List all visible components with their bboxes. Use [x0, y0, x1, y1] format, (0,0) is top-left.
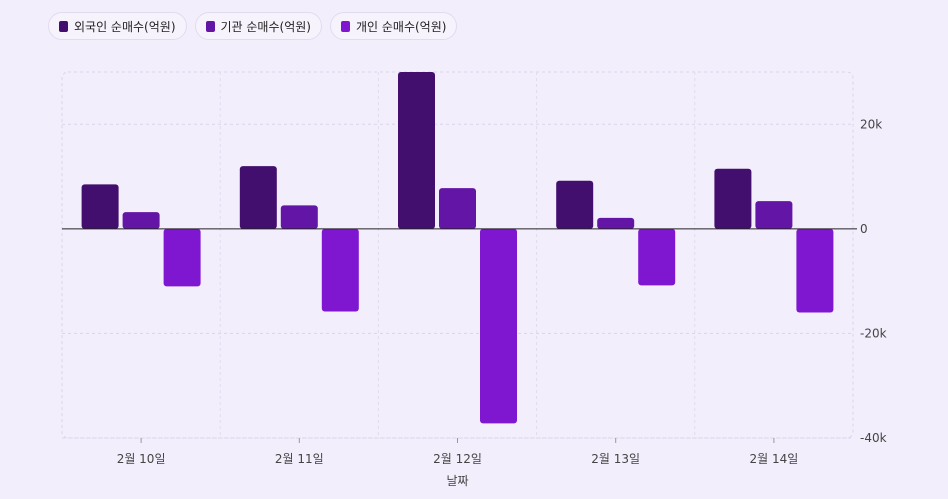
x-tick-label: 2월 14일	[749, 452, 798, 466]
bar[interactable]	[122, 212, 160, 229]
legend-label: 외국인 순매수(억원)	[74, 19, 176, 34]
x-tick-label: 2월 11일	[275, 452, 324, 466]
grid-lines	[61, 71, 854, 439]
bar[interactable]	[796, 228, 834, 313]
x-axis-title: 날짜	[446, 474, 468, 488]
legend-swatch	[59, 20, 68, 32]
bar[interactable]	[398, 72, 435, 229]
bar[interactable]	[597, 217, 635, 229]
y-tick-label: 0	[860, 222, 868, 236]
bar[interactable]	[638, 228, 676, 286]
bar[interactable]	[556, 180, 594, 229]
bar[interactable]	[81, 184, 119, 229]
legend-swatch	[340, 20, 350, 32]
x-tick-label: 2월 13일	[591, 452, 640, 466]
x-tick-label: 2월 10일	[117, 452, 166, 466]
bar[interactable]	[439, 188, 476, 229]
y-tick-label: -20k	[860, 326, 887, 340]
y-tick-label: 20k	[860, 117, 882, 131]
chart-legend: 외국인 순매수(억원) 기관 순매수(억원) 개인 순매수(억원)	[48, 12, 458, 40]
legend-swatch	[205, 20, 215, 32]
bar[interactable]	[163, 228, 201, 287]
y-tick-label: -40k	[860, 431, 887, 445]
bars	[62, 72, 857, 424]
x-tick-label: 2월 12일	[433, 452, 482, 466]
bar[interactable]	[280, 205, 318, 229]
bar[interactable]	[714, 168, 752, 229]
axis-labels: 20k 0 -20k -40k 2월 10일 2월 11일 2월 12일 2월 13일 2월 1…	[117, 117, 887, 488]
bar[interactable]	[480, 228, 517, 424]
legend-item[interactable]: 기관 순매수(억원)	[194, 12, 322, 40]
bar[interactable]	[239, 166, 277, 229]
legend-item[interactable]: 개인 순매수(억원)	[329, 12, 458, 40]
legend-label: 기관 순매수(억원)	[220, 19, 311, 34]
bar[interactable]	[321, 228, 359, 312]
bar[interactable]	[755, 201, 793, 229]
legend-label: 개인 순매수(억원)	[355, 19, 447, 34]
legend-item[interactable]: 외국인 순매수(억원)	[48, 12, 187, 40]
